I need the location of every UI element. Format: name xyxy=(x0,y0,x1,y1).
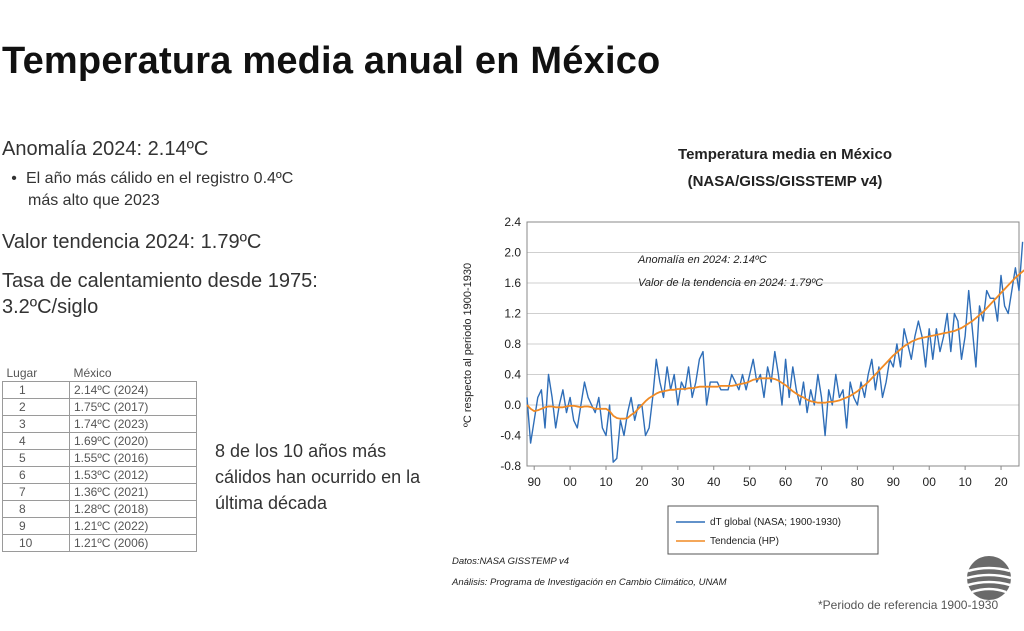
y-tick-label: -0.8 xyxy=(500,459,521,473)
table-header-mexico: México xyxy=(69,365,197,382)
x-tick-label: 10 xyxy=(958,475,972,489)
y-tick-label: 0.0 xyxy=(504,398,521,412)
bullet-line1: El año más cálido en el registro 0.4ºC xyxy=(26,170,294,187)
annotation-anomaly: Anomalía en 2024: 2.14ºC xyxy=(638,254,767,266)
legend-label-series: dT global (NASA; 1900-1930) xyxy=(710,517,841,528)
table-row: 7 1.36ºC (2021) xyxy=(2,483,197,501)
value-cell: 1.28ºC (2018) xyxy=(69,500,197,518)
y-tick-label: -0.4 xyxy=(500,429,521,443)
x-tick-label: 90 xyxy=(528,475,542,489)
table-row: 5 1.55ºC (2016) xyxy=(2,449,197,467)
value-cell: 1.21ºC (2006) xyxy=(69,534,197,552)
source-data: Datos:NASA GISSTEMP v4 xyxy=(452,556,570,567)
ranking-table: Lugar México 1 2.14ºC (2024) 2 1.75ºC (201… xyxy=(2,365,197,552)
x-tick-label: 60 xyxy=(779,475,793,489)
source-analysis: Análisis: Programa de Investigación en C… xyxy=(452,577,727,588)
x-tick-label: 10 xyxy=(599,475,613,489)
plot-frame xyxy=(526,221,1020,467)
x-tick-label: 00 xyxy=(923,475,937,489)
y-tick-label: 2.4 xyxy=(504,215,521,229)
x-tick-label: 20 xyxy=(994,475,1008,489)
x-tick-label: 20 xyxy=(635,475,649,489)
bullet-line2: más alto que 2023 xyxy=(28,192,160,209)
x-tick-label: 50 xyxy=(743,475,757,489)
x-tick-label: 40 xyxy=(707,475,721,489)
table-row: 10 1.21ºC (2006) xyxy=(2,534,197,552)
annotation-trend: Valor de la tendencia en 2024: 1.79ºC xyxy=(638,277,824,289)
bullet-icon: • xyxy=(11,170,17,187)
table-row: 2 1.75ºC (2017) xyxy=(2,398,197,416)
anomaly-text: Anomalía 2024: 2.14ºC xyxy=(2,138,209,160)
y-axis-label: ºC respecto al periodo 1900-1930 xyxy=(462,263,474,427)
x-tick-label: 90 xyxy=(887,475,901,489)
legend-box xyxy=(667,505,879,555)
y-tick-label: 0.4 xyxy=(504,368,521,382)
x-tick-label: 80 xyxy=(851,475,865,489)
globe-logo-icon xyxy=(966,556,1012,600)
rate-line1: Tasa de calentamiento desde 1975: xyxy=(2,270,318,292)
decade-note: 8 de los 10 años más cálidos han ocurrid… xyxy=(215,441,421,513)
legend-label-trend: Tendencia (HP) xyxy=(710,536,779,547)
y-tick-label: 2.0 xyxy=(504,246,521,260)
y-tick-label: 1.6 xyxy=(504,276,521,290)
reference-period-note: *Periodo de referencia 1900-1930 xyxy=(818,598,999,612)
chart-title-line2: (NASA/GISS/GISSTEMP v4) xyxy=(687,173,883,190)
trend-text: Valor tendencia 2024: 1.79ºC xyxy=(2,231,262,253)
x-tick-label: 70 xyxy=(815,475,829,489)
y-tick-label: 1.2 xyxy=(504,307,521,321)
value-cell: 1.69ºC (2020) xyxy=(69,432,197,450)
rate-text: Tasa de calentamiento desde 1975: 3.2ºC/… xyxy=(2,268,318,320)
page-title: Temperatura media anual en México xyxy=(2,40,661,82)
rate-line2: 3.2ºC/siglo xyxy=(2,296,99,318)
bullet-note: • El año más cálido en el registro 0.4ºC … xyxy=(2,168,382,212)
table-row: 4 1.69ºC (2020) xyxy=(2,432,197,450)
series-line-tendencia xyxy=(526,269,1024,420)
value-cell: 1.55ºC (2016) xyxy=(69,449,197,467)
rank-cell: 10 xyxy=(2,534,70,552)
chart-title-line1: Temperatura media en México xyxy=(678,146,892,163)
series-line-dt-global xyxy=(526,241,1024,463)
y-tick-label: 0.8 xyxy=(504,337,521,351)
x-tick-label: 00 xyxy=(563,475,577,489)
x-tick-label: 30 xyxy=(671,475,685,489)
legend: dT global (NASA; 1900-1930) Tendencia (H… xyxy=(667,505,879,555)
table-row: 8 1.28ºC (2018) xyxy=(2,500,197,518)
